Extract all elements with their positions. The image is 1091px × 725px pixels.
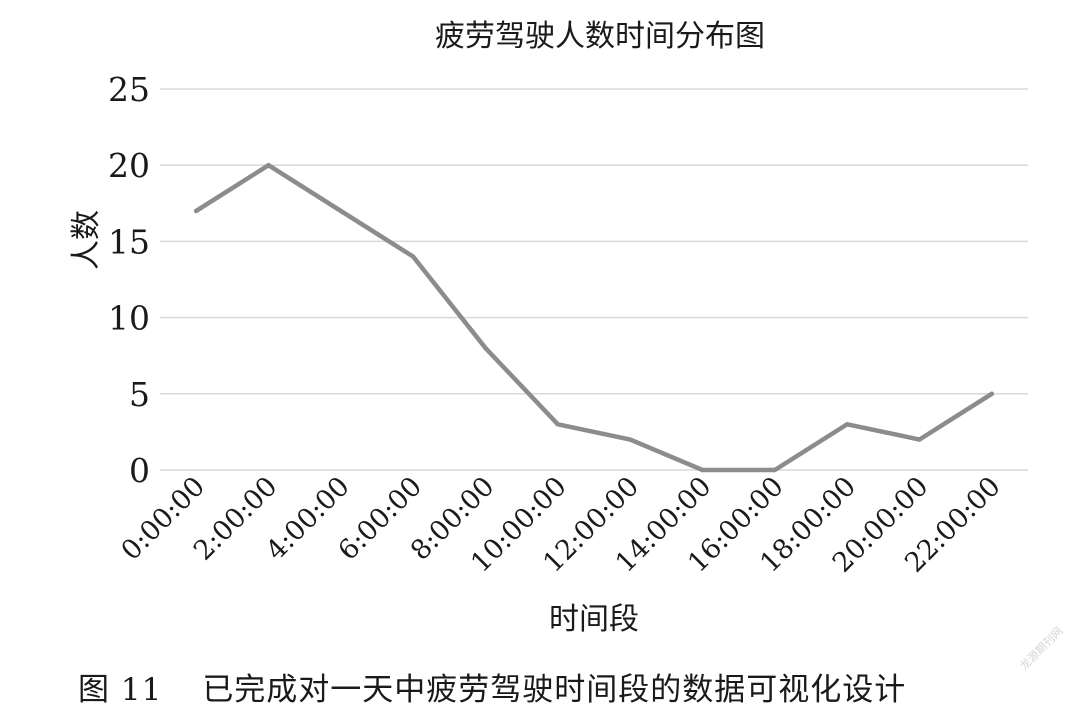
data-point bbox=[410, 254, 416, 259]
y-tick-label: 15 bbox=[108, 222, 150, 261]
y-axis-ticks: 0 5 10 15 20 25 bbox=[108, 70, 150, 490]
data-point bbox=[627, 437, 633, 442]
data-point bbox=[772, 467, 778, 473]
data-point bbox=[555, 422, 561, 427]
data-point bbox=[193, 208, 199, 214]
data-point bbox=[844, 422, 850, 427]
gridlines bbox=[160, 88, 1028, 471]
figure-caption: 图 11 已完成对一天中疲劳驾驶时间段的数据可视化设计 bbox=[78, 664, 906, 709]
data-point bbox=[266, 163, 271, 168]
line-chart: 疲劳驾驶人数时间分布图 0 5 10 15 20 25 0:00:002:00:004:0… bbox=[69, 19, 1028, 637]
y-axis-label: 人数 bbox=[69, 210, 104, 270]
series-line bbox=[193, 162, 995, 473]
data-point bbox=[917, 437, 922, 442]
series-layer bbox=[193, 162, 995, 473]
figure-number: 图 11 bbox=[78, 672, 163, 708]
data-point bbox=[989, 391, 995, 396]
y-tick-label: 10 bbox=[108, 299, 150, 338]
caption-text: 已完成对一天中疲劳驾驶时间段的数据可视化设计 bbox=[202, 672, 907, 708]
x-axis-ticks: 0:00:002:00:004:00:006:00:008:00:0010:00… bbox=[116, 471, 1007, 579]
y-tick-label: 25 bbox=[108, 70, 150, 109]
chart-title: 疲劳驾驶人数时间分布图 bbox=[435, 19, 765, 54]
data-point bbox=[483, 345, 488, 351]
x-axis-label: 时间段 bbox=[549, 602, 639, 637]
data-point bbox=[338, 208, 344, 214]
y-tick-label: 0 bbox=[129, 451, 150, 490]
y-tick-label: 20 bbox=[108, 146, 150, 185]
data-point bbox=[700, 467, 705, 473]
y-tick-label: 5 bbox=[129, 375, 150, 414]
